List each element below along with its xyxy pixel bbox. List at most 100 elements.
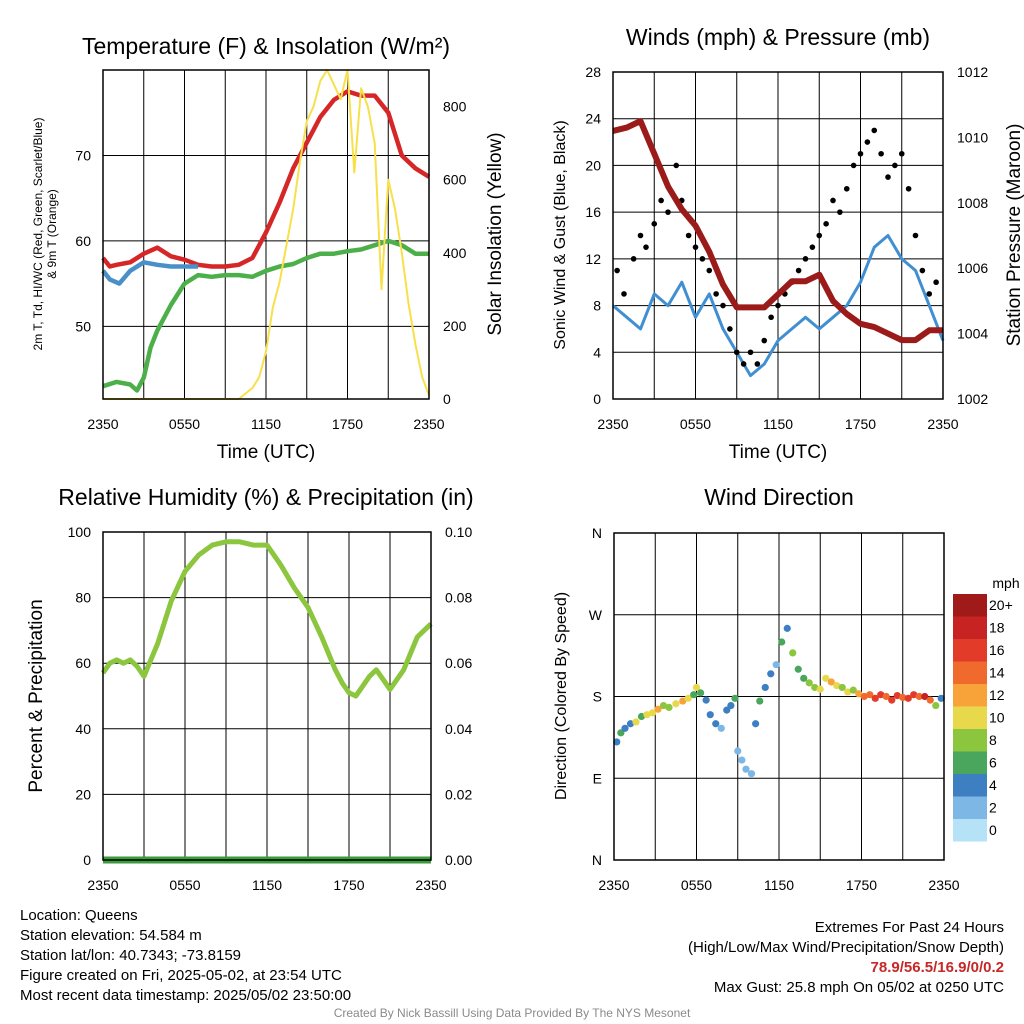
direction-point <box>767 670 775 678</box>
direction-point <box>893 691 901 700</box>
winds-plot-frame <box>612 71 944 400</box>
direction-point <box>706 711 714 719</box>
humidity-panel-title: Relative Humidity (%) & Precipitation (i… <box>58 484 473 510</box>
extremes-subtitle: (High/Low/Max Wind/Precipitation/Snow De… <box>688 939 1004 956</box>
y2-tick-label: 0.00 <box>445 852 472 868</box>
y2-tick-label: 0.06 <box>445 655 472 671</box>
gust-point <box>809 244 816 250</box>
y-tick-label: 12 <box>585 251 601 267</box>
direction-point <box>904 694 912 702</box>
humidity-plot-frame <box>102 531 432 861</box>
colorbar-swatch <box>953 819 987 842</box>
direction-point <box>738 756 746 764</box>
gust-point <box>768 314 774 321</box>
colorbar-swatch <box>953 661 987 684</box>
dew-line <box>102 238 429 393</box>
colorbar-label: 18 <box>989 620 1005 636</box>
gust-point <box>754 361 761 367</box>
y-tick-label: 100 <box>68 524 92 540</box>
x-tick-label: 1150 <box>764 877 794 893</box>
direction-point <box>648 709 657 717</box>
x-tick-label: 2350 <box>87 416 118 432</box>
pressure-line <box>612 118 943 344</box>
x-tick-label: 2350 <box>928 877 959 893</box>
gust-point <box>747 349 754 356</box>
colorbar-label: 0 <box>989 822 997 838</box>
y-tick-label: 50 <box>75 318 91 334</box>
recent-data-text: Most recent data timestamp: 2025/05/02 2… <box>20 987 352 1004</box>
y2-tick-label: 1010 <box>957 129 988 145</box>
temperature-y-axis-label: 2m T, Td, HI/WC (Red, Green, Scarlet/Blu… <box>31 118 45 351</box>
direction-point <box>621 724 629 732</box>
direction-point <box>789 649 797 657</box>
gust-point <box>685 232 692 239</box>
gust-point <box>857 150 864 157</box>
direction-point <box>800 674 808 682</box>
winds-x-axis-label: Time (UTC) <box>729 442 828 463</box>
gust-point <box>885 174 891 180</box>
colorbar-swatch <box>953 706 987 729</box>
y2-tick-label: 0.10 <box>445 524 472 540</box>
gust-point <box>727 326 733 332</box>
direction-point <box>937 694 945 702</box>
gust-point <box>658 197 664 204</box>
direction-point <box>915 692 923 701</box>
direction-point <box>679 697 687 705</box>
direction-point <box>816 685 824 693</box>
x-tick-label: 0550 <box>169 877 200 893</box>
direction-point <box>717 724 725 732</box>
y-tick-label: 20 <box>75 786 91 802</box>
gust-point <box>892 162 898 169</box>
temperature-insolation-panel: Temperature (F) & Insolation (W/m²) 2350… <box>31 33 506 463</box>
humidity-precip-panel: Relative Humidity (%) & Precipitation (i… <box>26 484 474 893</box>
gust-point <box>843 185 850 192</box>
direction-point <box>756 697 764 705</box>
direction-point <box>833 682 841 690</box>
y2-tick-label: 0 <box>443 391 451 407</box>
colorbar-swatch <box>953 639 987 662</box>
direction-point <box>643 711 651 719</box>
direction-point <box>921 692 929 701</box>
direction-point <box>613 738 621 746</box>
y2-tick-label: 600 <box>443 172 467 188</box>
direction-point <box>860 692 868 701</box>
direction-point <box>778 638 786 646</box>
colorbar-unit-label: mph <box>992 575 1019 591</box>
latlon-text: Station lat/lon: 40.7343; -73.8159 <box>20 947 242 964</box>
rh-line <box>100 539 433 699</box>
gust-point <box>720 302 726 309</box>
direction-point <box>899 693 907 702</box>
colorbar-label: 2 <box>989 800 997 816</box>
x-tick-label: 0550 <box>681 877 712 893</box>
direction-ticks: 2350 0550 1150 1750 2350 N E S W N <box>589 525 960 893</box>
direction-point <box>672 700 680 708</box>
direction-point <box>855 690 863 698</box>
y-tick-label: 0 <box>593 391 601 407</box>
extremes-values: 78.9/56.5/16.9/0/0.2 <box>870 959 1004 976</box>
direction-point <box>910 691 918 699</box>
direction-panel-title: Wind Direction <box>704 484 854 510</box>
y2-tick-label: 800 <box>443 99 467 115</box>
gust-point <box>850 162 857 169</box>
x-tick-label: 2350 <box>598 877 629 893</box>
direction-point <box>877 691 885 699</box>
direction-point <box>794 665 802 673</box>
x-tick-label: 2350 <box>597 416 628 432</box>
gust-point <box>871 127 878 134</box>
y2-tick-label: 200 <box>443 318 467 334</box>
direction-point <box>926 696 934 704</box>
y-tick-label: 80 <box>75 590 91 606</box>
direction-point <box>772 661 780 669</box>
gust-point <box>699 256 706 262</box>
y-tick-label: 60 <box>75 655 91 671</box>
gust-point <box>651 221 658 227</box>
colorbar-label: 10 <box>989 710 1005 726</box>
y2-tick-label: 1008 <box>957 195 988 211</box>
direction-point <box>827 678 835 686</box>
y-tick-label: 70 <box>75 147 91 163</box>
colorbar-swatch <box>953 684 987 707</box>
gust-point <box>837 209 843 215</box>
direction-point <box>932 701 940 710</box>
direction-point <box>690 691 698 699</box>
temperature-x-axis-label: Time (UTC) <box>217 442 316 463</box>
